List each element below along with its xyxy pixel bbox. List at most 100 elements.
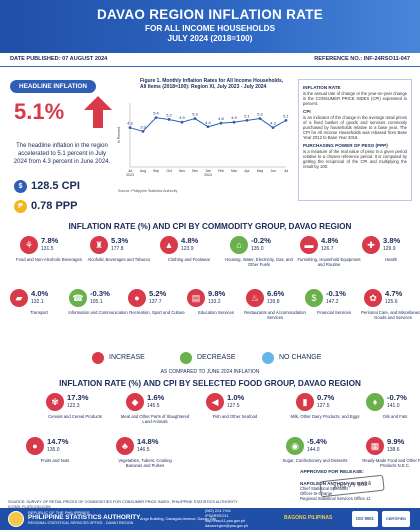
date-published: DATE PUBLISHED: 07 AUGUST 2024 bbox=[10, 56, 108, 62]
commodity-label: Transport bbox=[30, 310, 48, 315]
meta-bar: DATE PUBLISHED: 07 AUGUST 2024 REFERENCE… bbox=[0, 54, 420, 65]
x-tick-year: 2024 bbox=[204, 173, 212, 177]
fish-icon: ◀ bbox=[206, 393, 224, 411]
oil-icon: ♦ bbox=[366, 393, 384, 411]
data-label: 5.1 bbox=[283, 113, 289, 118]
health-icon: ✚ bbox=[362, 236, 380, 254]
definitions-box: INFLATION RATE is the annual rate of cha… bbox=[298, 79, 412, 201]
approver-position: Chief Statistical Specialist bbox=[300, 486, 348, 491]
commodity-rate: 5.2% bbox=[149, 289, 167, 298]
no-change-dot-icon bbox=[262, 352, 274, 364]
food-cpi: 127.5 bbox=[227, 403, 240, 409]
commodity-label: Clothing and Footwear bbox=[167, 257, 211, 262]
x-tick-label: Jul bbox=[284, 169, 289, 173]
legend-note: AS COMPARED TO JUNE 2024 INFLATION bbox=[160, 369, 260, 375]
line-chart: In Percent 4.3 3.9 5.4 5.2 4.9 5.3 4.4 4.8 4.9 5.1… bbox=[117, 103, 290, 177]
chart-source: Source: Philippine Statistics Authority bbox=[118, 189, 178, 193]
footer-website-link[interactable]: http://rsso11.psa.gov.ph bbox=[205, 519, 245, 523]
x-tick-label: Jun bbox=[270, 169, 276, 173]
food-cpi: 145.5 bbox=[147, 403, 160, 409]
food-cpi: 144.0 bbox=[307, 447, 320, 453]
food-cpi: 135.0 bbox=[47, 447, 60, 453]
commodity-item: ✿ 4.7% 125.6 Personal Care, and Miscellaneo… bbox=[358, 289, 420, 335]
commodity-cpi: 177.8 bbox=[111, 246, 124, 252]
x-tick-year: 2023 bbox=[126, 173, 134, 177]
certified-badge: CERTIFIED bbox=[382, 511, 410, 527]
data-label: 5.2 bbox=[166, 112, 172, 117]
legend-increase-label: INCREASE bbox=[109, 354, 145, 361]
commodity-item: ⌂ -0.2% 135.0 Housing, Water, Electricity, … bbox=[224, 236, 294, 282]
commodity-rate: 4.8% bbox=[181, 236, 199, 245]
legend: INCREASE DECREASE NO CHANGE bbox=[0, 352, 420, 366]
commodity-cpi: 129.9 bbox=[383, 246, 396, 252]
footer-email-link[interactable]: davaoregion@psa.gov.ph bbox=[205, 524, 249, 528]
data-point bbox=[180, 120, 184, 124]
data-label: 5.4 bbox=[153, 111, 159, 116]
page-title: DAVAO REGION INFLATION RATE bbox=[96, 7, 324, 22]
footer-facebook-link[interactable]: /PSARSSO11 bbox=[205, 514, 229, 518]
commodity-label: Housing, Water, Electricity, Gas, and Ot… bbox=[225, 257, 293, 267]
data-label: 4.4 bbox=[205, 120, 211, 125]
header-banner: DAVAO REGION INFLATION RATE FOR ALL INCO… bbox=[0, 0, 420, 53]
candy-icon: ◉ bbox=[286, 437, 304, 455]
commodity-label: Education Services bbox=[198, 310, 234, 315]
approver-office: Regional Statistical Services Office 11 bbox=[300, 496, 371, 501]
iso-badge: ISO 9001 bbox=[352, 511, 378, 527]
page-subtitle: FOR ALL INCOME HOUSEHOLDS bbox=[144, 24, 276, 33]
bottle-icon: ♜ bbox=[90, 236, 108, 254]
x-tick-label: Jul bbox=[128, 169, 133, 173]
meat-icon: ◆ bbox=[126, 393, 144, 411]
shirt-icon: ▲ bbox=[160, 236, 178, 254]
money-icon: $ bbox=[305, 289, 323, 307]
x-tick-label: Oct bbox=[166, 169, 171, 173]
commodity-label: Furnishing, Household Equipment and Rout… bbox=[297, 257, 361, 267]
commodity-cpi: 147.2 bbox=[326, 299, 339, 305]
decrease-dot-icon bbox=[180, 352, 192, 364]
food-rate: 1.6% bbox=[147, 393, 165, 402]
commodity-label: Financial Services bbox=[317, 310, 351, 315]
commodity-cpi: 125.6 bbox=[385, 299, 398, 305]
commodity-cpi: 135.0 bbox=[251, 246, 264, 252]
food-label: Fruits and Nuts bbox=[40, 458, 70, 463]
commodity-cpi: 105.1 bbox=[90, 299, 103, 305]
psa-seal-icon bbox=[8, 511, 24, 527]
data-label: 3.9 bbox=[140, 124, 146, 129]
vegetable-icon: ♣ bbox=[116, 437, 134, 455]
data-label: 4.3 bbox=[127, 121, 133, 126]
approval-block: APPROVED FOR RELEASE: NAPOLEON ANTHONY B… bbox=[300, 470, 418, 510]
sofa-icon: ▬ bbox=[300, 236, 318, 254]
food-label: Sugar, Confectionery and Desserts bbox=[282, 458, 348, 463]
commodity-rate: 9.8% bbox=[208, 289, 226, 298]
data-point bbox=[154, 116, 158, 120]
y-axis-label: In Percent bbox=[117, 127, 121, 143]
definition-text: is an indicator of the change in the ave… bbox=[303, 114, 407, 141]
food-rate: 17.3% bbox=[67, 393, 89, 402]
commodity-item: ▰ 4.0% 132.1 Transport bbox=[4, 289, 74, 335]
car-icon: ▰ bbox=[10, 289, 28, 307]
data-label: 4.9 bbox=[179, 115, 185, 120]
commodity-label: Restaurants and Accommodation Services bbox=[244, 310, 306, 320]
commodity-label: Personal Care, and Miscellaneous Goods a… bbox=[361, 310, 420, 320]
commodity-cpi: 123.9 bbox=[181, 246, 194, 252]
commodity-cpi: 137.7 bbox=[149, 299, 162, 305]
food-item: ◉ -5.4% 144.0 Sugar, Confectionery and Dess… bbox=[280, 437, 350, 483]
data-point bbox=[245, 118, 249, 122]
commodity-label: Recreation, Sport and Culture bbox=[129, 310, 185, 315]
sources-note: SOURCE: SURVEY OF RETAIL PRICES OF COMMO… bbox=[8, 500, 238, 509]
data-label: 5.3 bbox=[257, 112, 263, 117]
care-icon: ✿ bbox=[364, 289, 382, 307]
x-tick-label: Dec bbox=[192, 169, 198, 173]
food-label: Ready-Made Food and Other Food Products … bbox=[362, 458, 420, 468]
chart-title: Figure 1. Monthly Inflation Rates for Al… bbox=[140, 78, 284, 90]
food-label: Oils and Fats bbox=[382, 414, 408, 419]
headline-ppp-value: 0.78 PPP bbox=[31, 200, 78, 212]
commodity-cpi: 132.1 bbox=[31, 299, 44, 305]
commodity-item: ✚ 3.8% 129.9 Health bbox=[356, 236, 420, 282]
reference-number: REFERENCE NO.: INF-24RSO11-047 bbox=[314, 56, 410, 62]
meal-icon: ▦ bbox=[366, 437, 384, 455]
commodity-rate: 6.6% bbox=[267, 289, 285, 298]
commodity-cpi: 133.2 bbox=[208, 299, 221, 305]
milk-icon: ▮ bbox=[296, 393, 314, 411]
food-label: Cereals and Cereal Products bbox=[48, 414, 102, 419]
